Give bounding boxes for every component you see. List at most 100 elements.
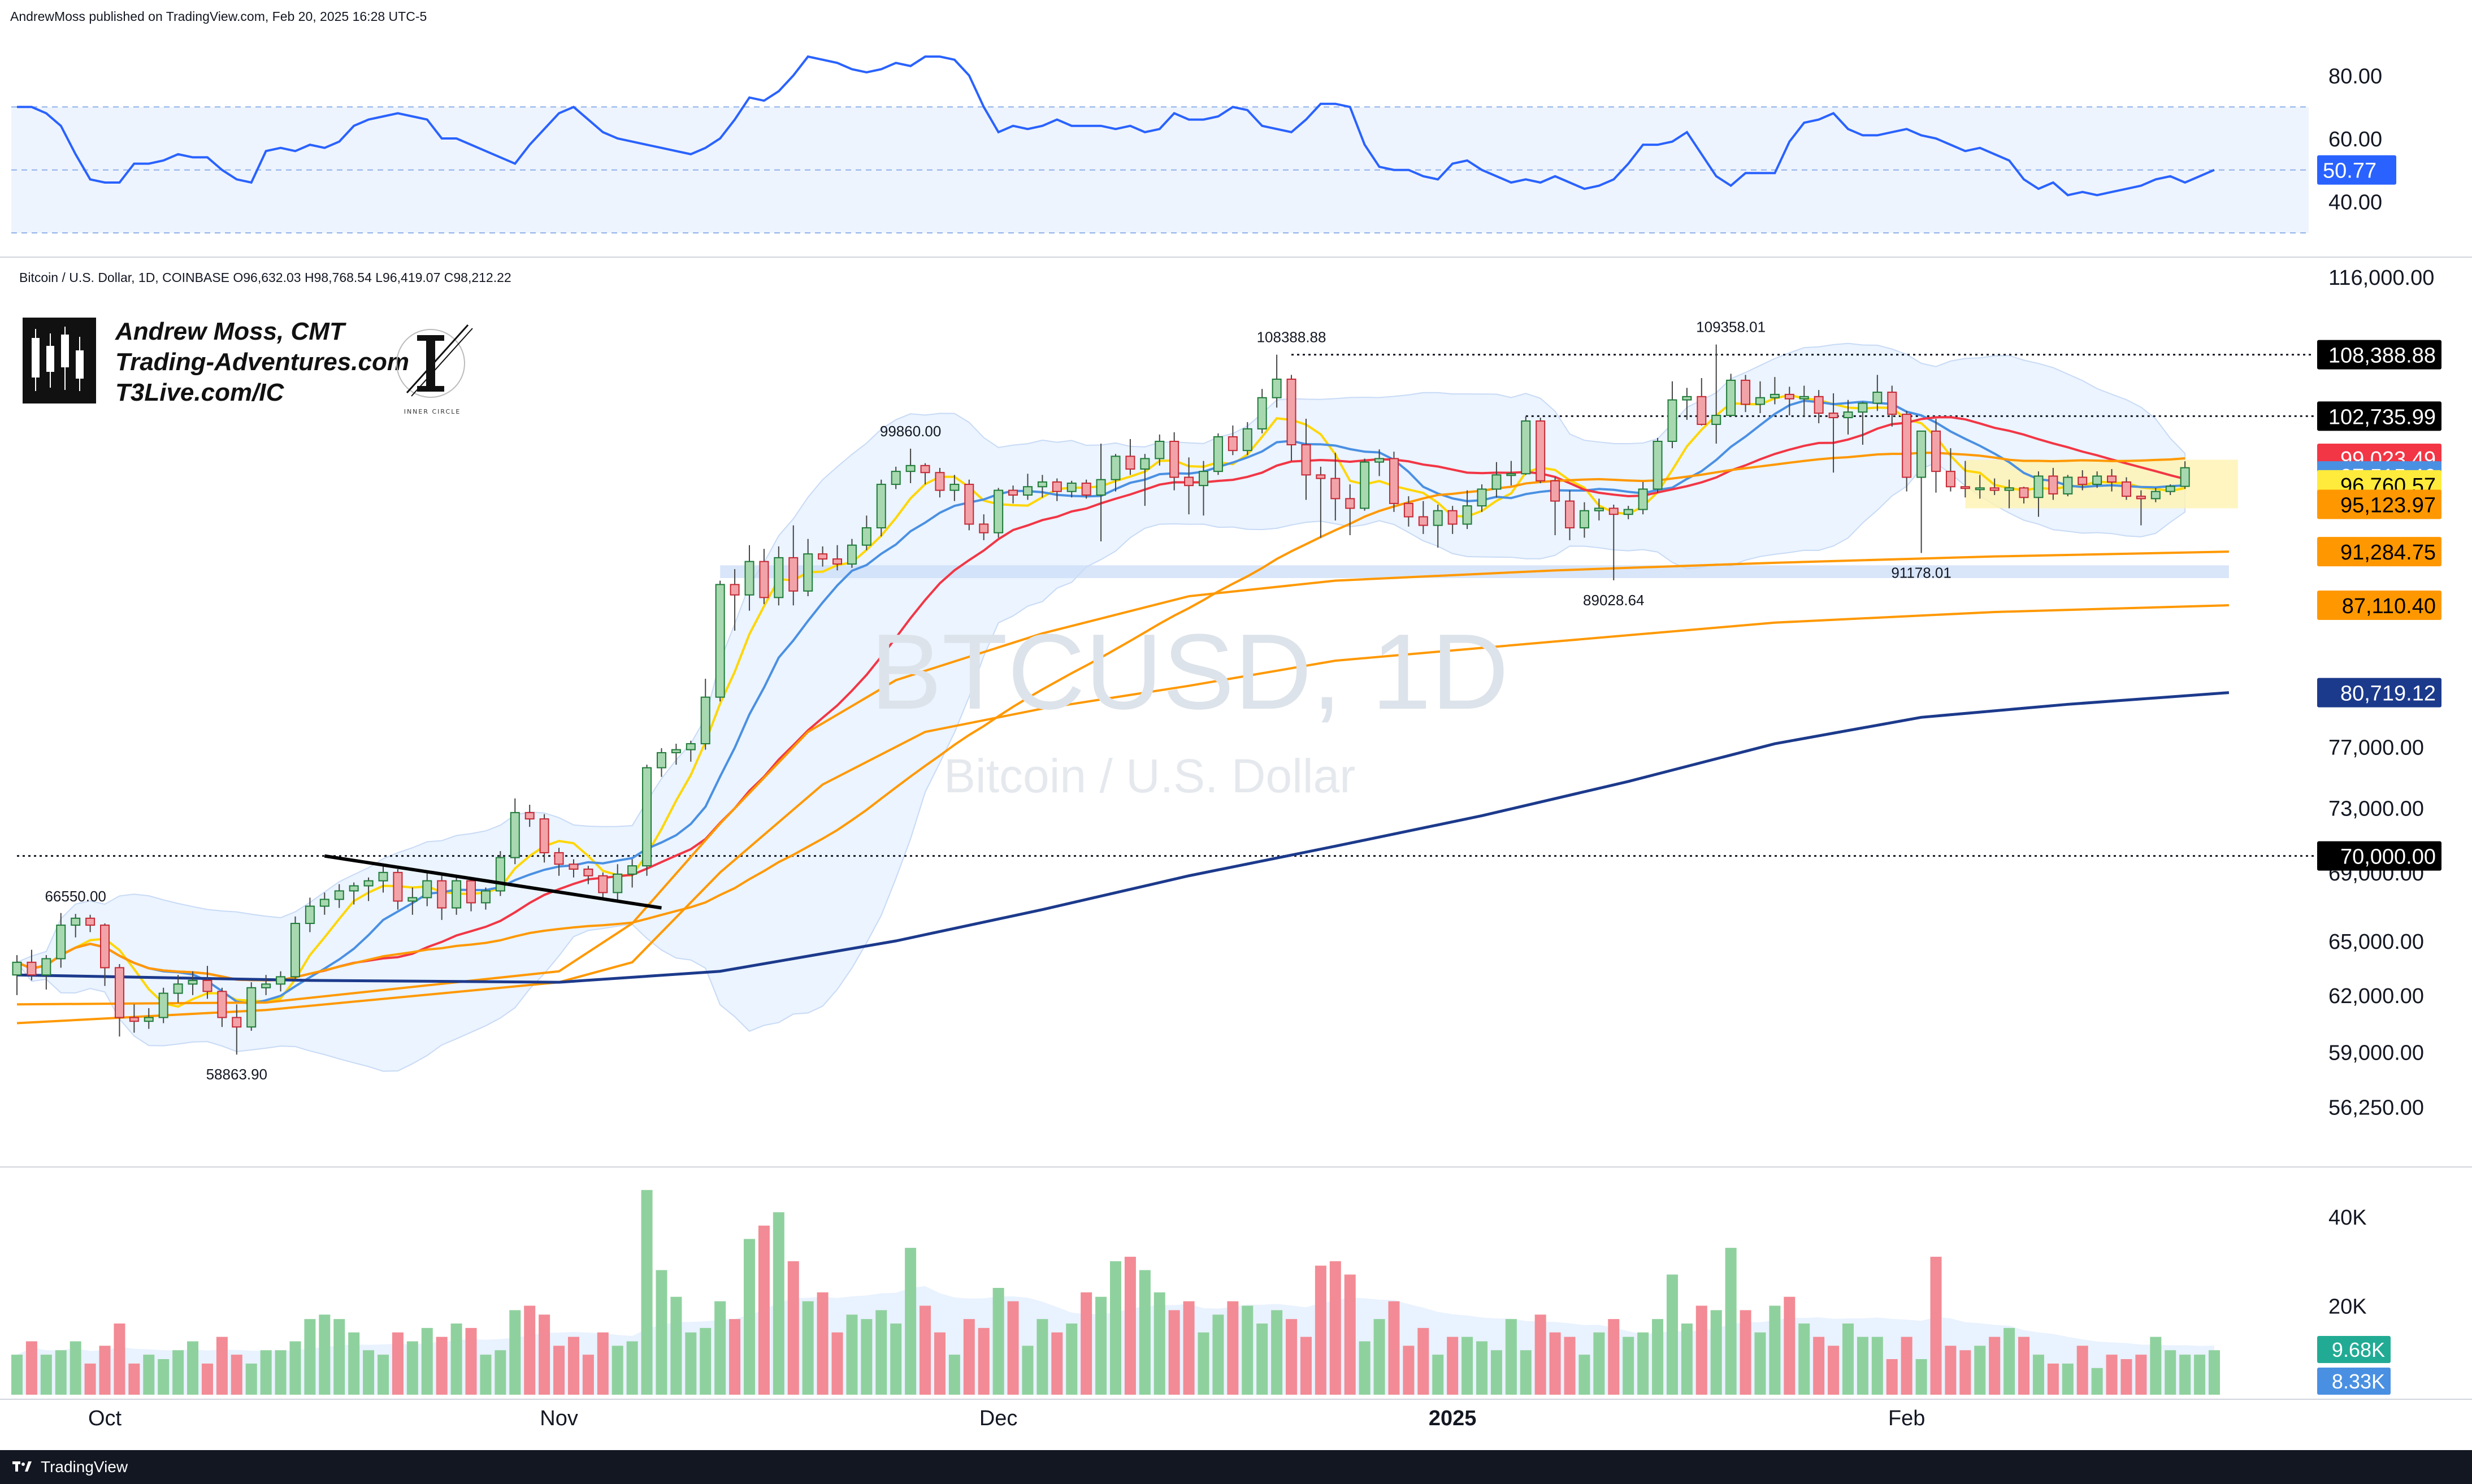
candle-body bbox=[642, 767, 652, 867]
candle bbox=[41, 955, 51, 990]
rsi-tick-label: 80.00 bbox=[2328, 65, 2382, 89]
candle-body bbox=[1272, 378, 1282, 398]
candle bbox=[1491, 462, 1502, 498]
candle-body bbox=[949, 484, 960, 491]
candle-body bbox=[56, 925, 66, 960]
candle bbox=[1199, 461, 1209, 516]
candle bbox=[1462, 490, 1472, 530]
candle bbox=[1755, 381, 1765, 414]
volume-bar bbox=[1256, 1324, 1268, 1395]
volume-badge-label-1: 8.33K bbox=[2332, 1370, 2385, 1393]
volume-bar bbox=[2076, 1346, 2088, 1395]
volume-bar bbox=[2062, 1363, 2074, 1395]
candle-body bbox=[1008, 489, 1018, 496]
candle bbox=[1506, 461, 1516, 486]
volume-bar bbox=[831, 1332, 843, 1395]
candle-body bbox=[759, 561, 769, 598]
volume-bar bbox=[70, 1341, 81, 1395]
volume-bar bbox=[656, 1270, 667, 1395]
candle bbox=[480, 887, 491, 910]
volume-bar bbox=[1798, 1324, 1810, 1395]
volume-bar bbox=[1637, 1332, 1649, 1395]
symbol-watermark-subtitle: Bitcoin / U.S. Dollar bbox=[944, 749, 1356, 802]
volume-bar bbox=[1769, 1305, 1781, 1395]
volume-bar bbox=[1183, 1301, 1195, 1395]
candle-body bbox=[2004, 487, 2014, 491]
candle bbox=[114, 964, 124, 1037]
candle bbox=[818, 546, 828, 567]
candle-body bbox=[305, 905, 315, 925]
volume-bar bbox=[1139, 1270, 1151, 1395]
candle-body bbox=[12, 961, 22, 976]
price-tick-label: 77,000.00 bbox=[2328, 736, 2424, 760]
candle-body bbox=[1858, 402, 1868, 413]
symbol-watermark: BTCUSD, 1D bbox=[870, 612, 1509, 732]
volume-bar bbox=[714, 1301, 726, 1395]
candle bbox=[642, 765, 652, 876]
price-badge-label-0: 108,388.88 bbox=[2328, 344, 2436, 368]
volume-bar bbox=[1432, 1355, 1444, 1395]
volume-bar bbox=[1857, 1337, 1868, 1395]
candle-body bbox=[1916, 430, 1927, 478]
candle bbox=[1037, 475, 1047, 498]
price-tick-label: 56,250.00 bbox=[2328, 1096, 2424, 1119]
candle-body bbox=[1066, 482, 1077, 492]
candle-body bbox=[378, 871, 388, 882]
volume-bar bbox=[787, 1261, 799, 1395]
volume-bar bbox=[1549, 1332, 1561, 1395]
volume-bar bbox=[875, 1310, 887, 1395]
volume-bar bbox=[817, 1292, 829, 1395]
volume-bar bbox=[158, 1359, 170, 1395]
volume-bar bbox=[567, 1337, 579, 1395]
candle-body bbox=[480, 890, 491, 904]
candle bbox=[71, 914, 81, 938]
tradingview-logo-icon[interactable] bbox=[12, 1459, 32, 1474]
candle bbox=[1872, 375, 1883, 411]
candle-body bbox=[1316, 474, 1326, 479]
candle bbox=[495, 851, 505, 896]
candle-body bbox=[1257, 397, 1267, 429]
candle bbox=[188, 971, 198, 995]
candle bbox=[1052, 478, 1062, 501]
volume-bar bbox=[963, 1319, 975, 1395]
candle-body bbox=[1521, 420, 1531, 475]
volume-bar bbox=[319, 1314, 331, 1395]
candle-body bbox=[2107, 475, 2117, 483]
brand-logo-candles bbox=[23, 318, 96, 403]
volume-bar bbox=[260, 1350, 272, 1395]
candle bbox=[334, 884, 344, 908]
candle bbox=[85, 914, 96, 932]
candle bbox=[202, 966, 212, 999]
candle bbox=[788, 525, 799, 606]
candle-body bbox=[847, 544, 857, 565]
price-annotation: 89028.64 bbox=[1583, 592, 1644, 609]
price-badge-label-7: 87,110.40 bbox=[2342, 595, 2436, 618]
candle-body bbox=[1828, 413, 1838, 419]
candle-body bbox=[1389, 458, 1399, 504]
candle bbox=[569, 859, 579, 878]
candle bbox=[2180, 461, 2190, 489]
candle bbox=[583, 866, 593, 884]
candle bbox=[979, 514, 989, 540]
candle-body bbox=[1169, 440, 1179, 478]
candle-body bbox=[861, 527, 871, 546]
candle bbox=[246, 982, 257, 1031]
candle bbox=[1945, 448, 1955, 492]
candle-body bbox=[1638, 488, 1648, 510]
candle bbox=[2019, 487, 2029, 504]
candle-body bbox=[188, 979, 198, 985]
volume-bar bbox=[363, 1350, 375, 1395]
candle-body bbox=[129, 1017, 139, 1022]
candle bbox=[422, 872, 432, 906]
volume-bar bbox=[1329, 1261, 1341, 1395]
volume-badge-label-0: 9.68K bbox=[2332, 1338, 2385, 1361]
candle bbox=[1022, 474, 1033, 500]
price-annotation: 99860.00 bbox=[880, 423, 941, 440]
candle bbox=[1799, 385, 1809, 417]
volume-bar bbox=[55, 1350, 67, 1395]
volume-bar bbox=[1959, 1350, 1971, 1395]
candle-body bbox=[319, 899, 329, 907]
candle-body bbox=[1667, 399, 1677, 442]
candle bbox=[613, 864, 623, 901]
